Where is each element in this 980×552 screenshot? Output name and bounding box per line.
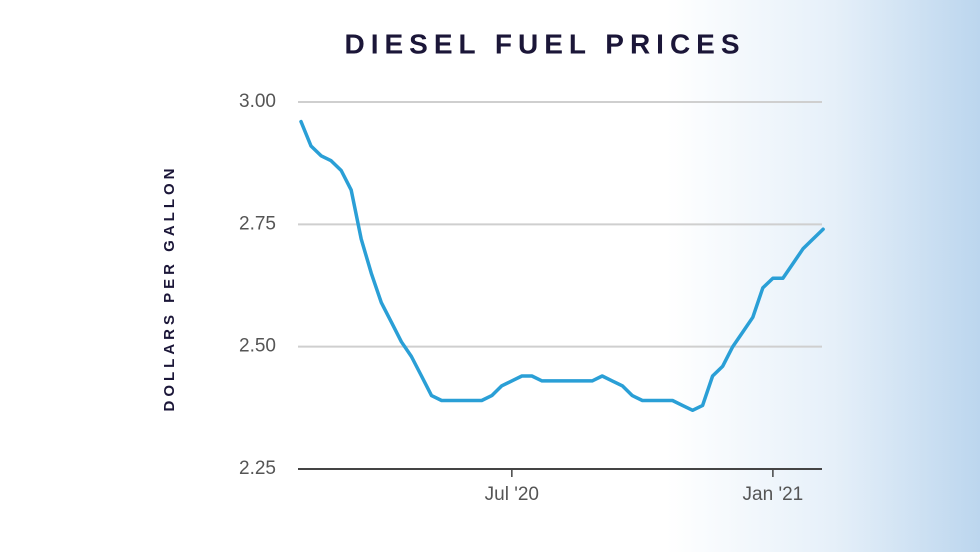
x-tick-label: Jan '21 (743, 484, 804, 505)
y-tick-label: 2.25 (239, 458, 276, 479)
x-tick-label: Jul '20 (485, 484, 539, 505)
chart-title: DIESEL FUEL PRICES (344, 28, 745, 59)
y-axis-label: DOLLARS PER GALLON (161, 165, 178, 412)
y-tick-label: 2.50 (239, 336, 276, 357)
y-tick-label: 3.00 (239, 91, 276, 112)
y-tick-label: 2.75 (239, 213, 276, 234)
price-line (299, 119, 825, 413)
